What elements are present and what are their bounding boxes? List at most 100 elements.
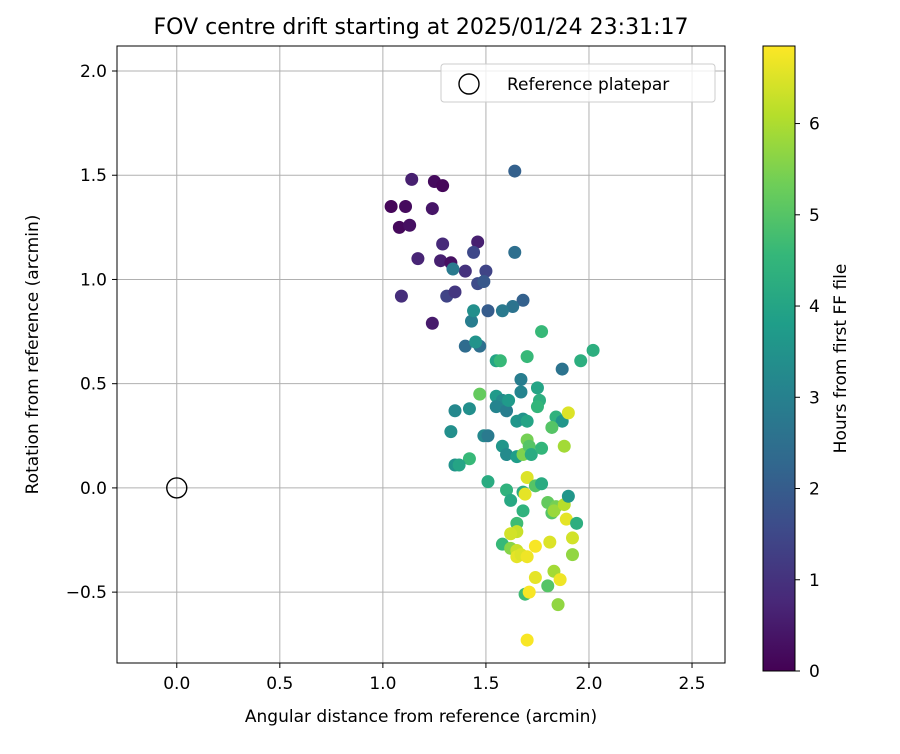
data-point bbox=[522, 585, 536, 599]
data-point bbox=[551, 598, 565, 612]
x-tick-label: 0.5 bbox=[266, 674, 293, 694]
data-point bbox=[565, 548, 579, 562]
data-point bbox=[405, 172, 419, 186]
data-point bbox=[543, 535, 557, 549]
data-point bbox=[561, 406, 575, 420]
data-point bbox=[411, 252, 425, 266]
x-axis-label: Angular distance from reference (arcmin) bbox=[245, 707, 597, 727]
colorbar: 0 1 2 3 4 5 6 Hours from first FF file bbox=[762, 45, 851, 682]
data-point bbox=[530, 381, 544, 395]
legend-label: Reference platepar bbox=[507, 75, 669, 95]
data-point bbox=[462, 402, 476, 416]
y-tick-label: 0.5 bbox=[80, 375, 107, 395]
data-point bbox=[500, 483, 514, 497]
y-axis-ticks: −0.5 0.0 0.5 1.0 1.5 2.0 bbox=[66, 62, 117, 603]
data-point bbox=[392, 220, 406, 234]
data-point bbox=[481, 304, 495, 318]
colorbar-tick-label: 5 bbox=[809, 206, 820, 226]
data-point bbox=[384, 200, 398, 214]
colorbar-tick-label: 0 bbox=[809, 662, 820, 682]
data-point bbox=[469, 335, 483, 349]
data-point bbox=[448, 404, 462, 418]
colorbar-ticks: 0 1 2 3 4 5 6 bbox=[795, 115, 820, 682]
data-point bbox=[557, 439, 571, 453]
data-point bbox=[528, 539, 542, 553]
data-point bbox=[464, 314, 478, 328]
data-point bbox=[452, 458, 466, 472]
data-point bbox=[394, 289, 408, 303]
x-tick-label: 1.0 bbox=[369, 674, 396, 694]
y-tick-label: 1.0 bbox=[80, 270, 107, 290]
data-point bbox=[481, 429, 495, 443]
legend: Reference platepar bbox=[440, 63, 716, 103]
data-point bbox=[506, 300, 520, 314]
data-point bbox=[545, 420, 559, 434]
data-point bbox=[586, 343, 600, 357]
data-point bbox=[518, 487, 532, 501]
data-point bbox=[520, 350, 534, 364]
colorbar-label: Hours from first FF file bbox=[831, 264, 851, 454]
data-point bbox=[535, 441, 549, 455]
data-point bbox=[403, 218, 417, 232]
data-point bbox=[444, 425, 458, 439]
data-point bbox=[448, 285, 462, 299]
data-point bbox=[399, 200, 413, 214]
data-point bbox=[458, 339, 472, 353]
data-point bbox=[467, 304, 481, 318]
y-axis-label: Rotation from reference (arcmin) bbox=[23, 215, 43, 495]
data-point bbox=[467, 245, 481, 259]
y-tick-label: −0.5 bbox=[66, 583, 107, 603]
data-point bbox=[436, 237, 450, 251]
data-points bbox=[166, 164, 600, 647]
data-point bbox=[559, 512, 573, 526]
data-point bbox=[500, 404, 514, 418]
colorbar-tick-label: 6 bbox=[809, 115, 820, 135]
data-point bbox=[495, 304, 509, 318]
data-point bbox=[520, 550, 534, 564]
data-point bbox=[516, 504, 530, 518]
data-point bbox=[535, 325, 549, 339]
data-point bbox=[530, 400, 544, 414]
data-point bbox=[561, 489, 575, 503]
grid-lines bbox=[117, 46, 725, 663]
data-point bbox=[504, 527, 518, 541]
plot-frame bbox=[116, 45, 726, 664]
y-tick-label: 0.0 bbox=[80, 479, 107, 499]
legend-box bbox=[440, 63, 716, 103]
data-point bbox=[528, 571, 542, 585]
data-point bbox=[520, 414, 534, 428]
colorbar-tick-label: 2 bbox=[809, 480, 820, 500]
data-point bbox=[458, 264, 472, 278]
data-point bbox=[425, 316, 439, 330]
x-tick-label: 1.5 bbox=[472, 674, 499, 694]
data-point bbox=[473, 387, 487, 401]
data-point bbox=[504, 493, 518, 507]
data-point bbox=[471, 235, 485, 249]
chart-title: FOV centre drift starting at 2025/01/24 … bbox=[154, 15, 689, 40]
data-point bbox=[514, 373, 528, 387]
data-point bbox=[479, 264, 493, 278]
data-point bbox=[553, 573, 567, 587]
data-point bbox=[520, 470, 534, 484]
data-point bbox=[516, 293, 530, 307]
data-point bbox=[436, 179, 450, 193]
data-point bbox=[477, 275, 491, 289]
legend-marker-open-circle bbox=[458, 73, 480, 95]
data-point bbox=[535, 477, 549, 491]
data-point bbox=[524, 448, 538, 462]
data-point bbox=[425, 202, 439, 216]
data-point bbox=[446, 262, 460, 276]
colorbar-tick-label: 4 bbox=[809, 297, 820, 317]
data-point bbox=[462, 452, 476, 466]
data-point bbox=[500, 448, 514, 462]
data-point bbox=[481, 475, 495, 489]
reference-point-marker bbox=[166, 477, 188, 499]
data-point bbox=[508, 164, 522, 178]
colorbar-tick-label: 3 bbox=[809, 388, 820, 408]
x-tick-label: 0.0 bbox=[163, 674, 190, 694]
data-point bbox=[493, 354, 507, 368]
colorbar-tick-label: 1 bbox=[809, 571, 820, 591]
y-tick-label: 1.5 bbox=[80, 166, 107, 186]
